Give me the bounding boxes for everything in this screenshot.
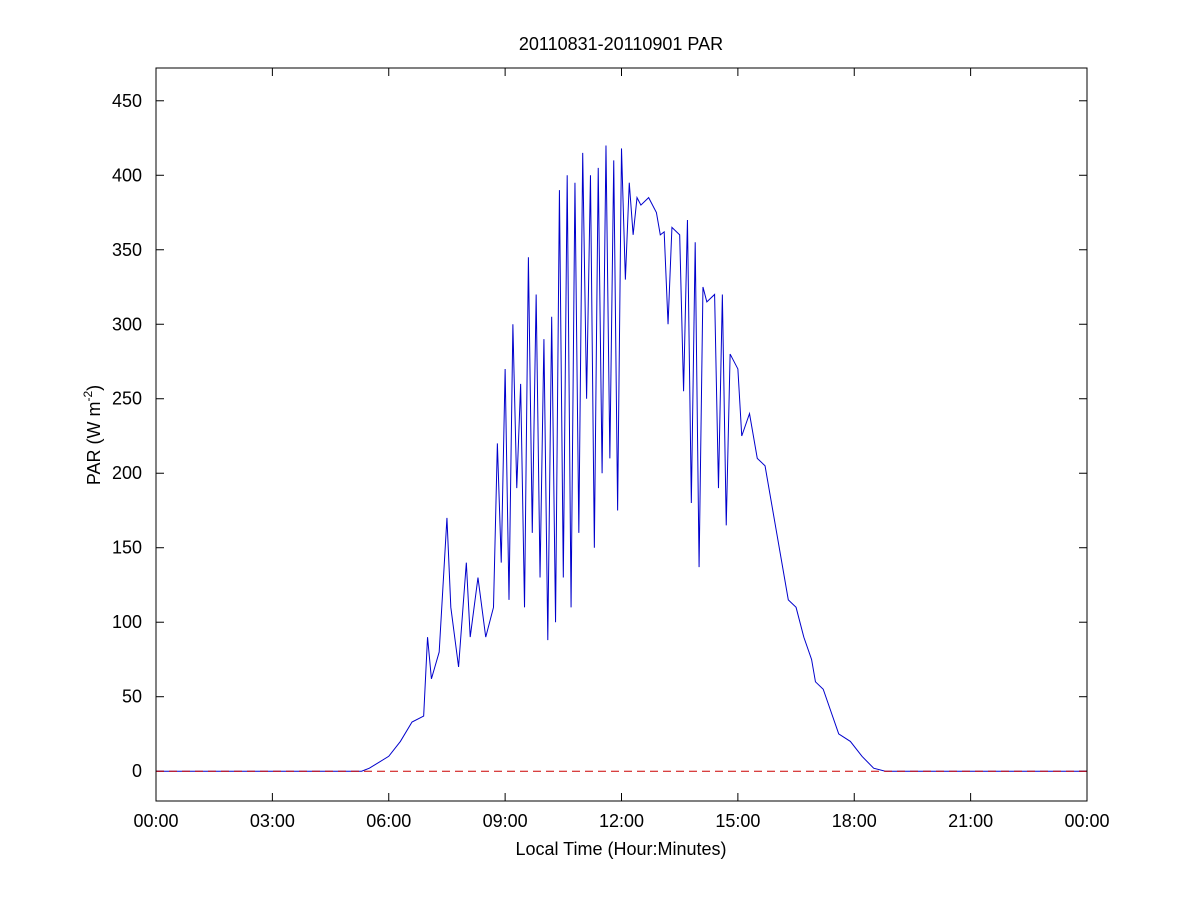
x-tick-label: 21:00	[948, 811, 993, 831]
x-tick-label: 18:00	[832, 811, 877, 831]
y-tick-label: 150	[112, 538, 142, 558]
y-axis-label-suffix: )	[84, 385, 104, 391]
y-tick-label: 50	[122, 687, 142, 707]
chart-title: 20110831-20110901 PAR	[519, 34, 723, 54]
x-tick-label: 09:00	[483, 811, 528, 831]
x-tick-label: 15:00	[715, 811, 760, 831]
y-tick-label: 400	[112, 165, 142, 185]
data-line	[156, 145, 1087, 772]
y-axis-label: PAR (W m-2)	[81, 385, 104, 485]
plot-frame	[155, 67, 1088, 802]
y-axis-label-text: PAR (W m	[84, 402, 104, 486]
x-axis-label: Local Time (Hour:Minutes)	[515, 839, 726, 859]
x-tick-label: 12:00	[599, 811, 644, 831]
y-tick-label: 250	[112, 389, 142, 409]
x-tick-label: 00:00	[1064, 811, 1109, 831]
y-tick-label: 200	[112, 463, 142, 483]
x-tick-label: 06:00	[366, 811, 411, 831]
y-tick-label: 350	[112, 240, 142, 260]
y-tick-label: 100	[112, 612, 142, 632]
x-tick-label: 03:00	[250, 811, 295, 831]
y-tick-label: 0	[132, 761, 142, 781]
x-tick-label: 00:00	[133, 811, 178, 831]
y-tick-label: 450	[112, 91, 142, 111]
y-axis-label-sup: -2	[81, 391, 95, 402]
y-tick-label: 300	[112, 314, 142, 334]
